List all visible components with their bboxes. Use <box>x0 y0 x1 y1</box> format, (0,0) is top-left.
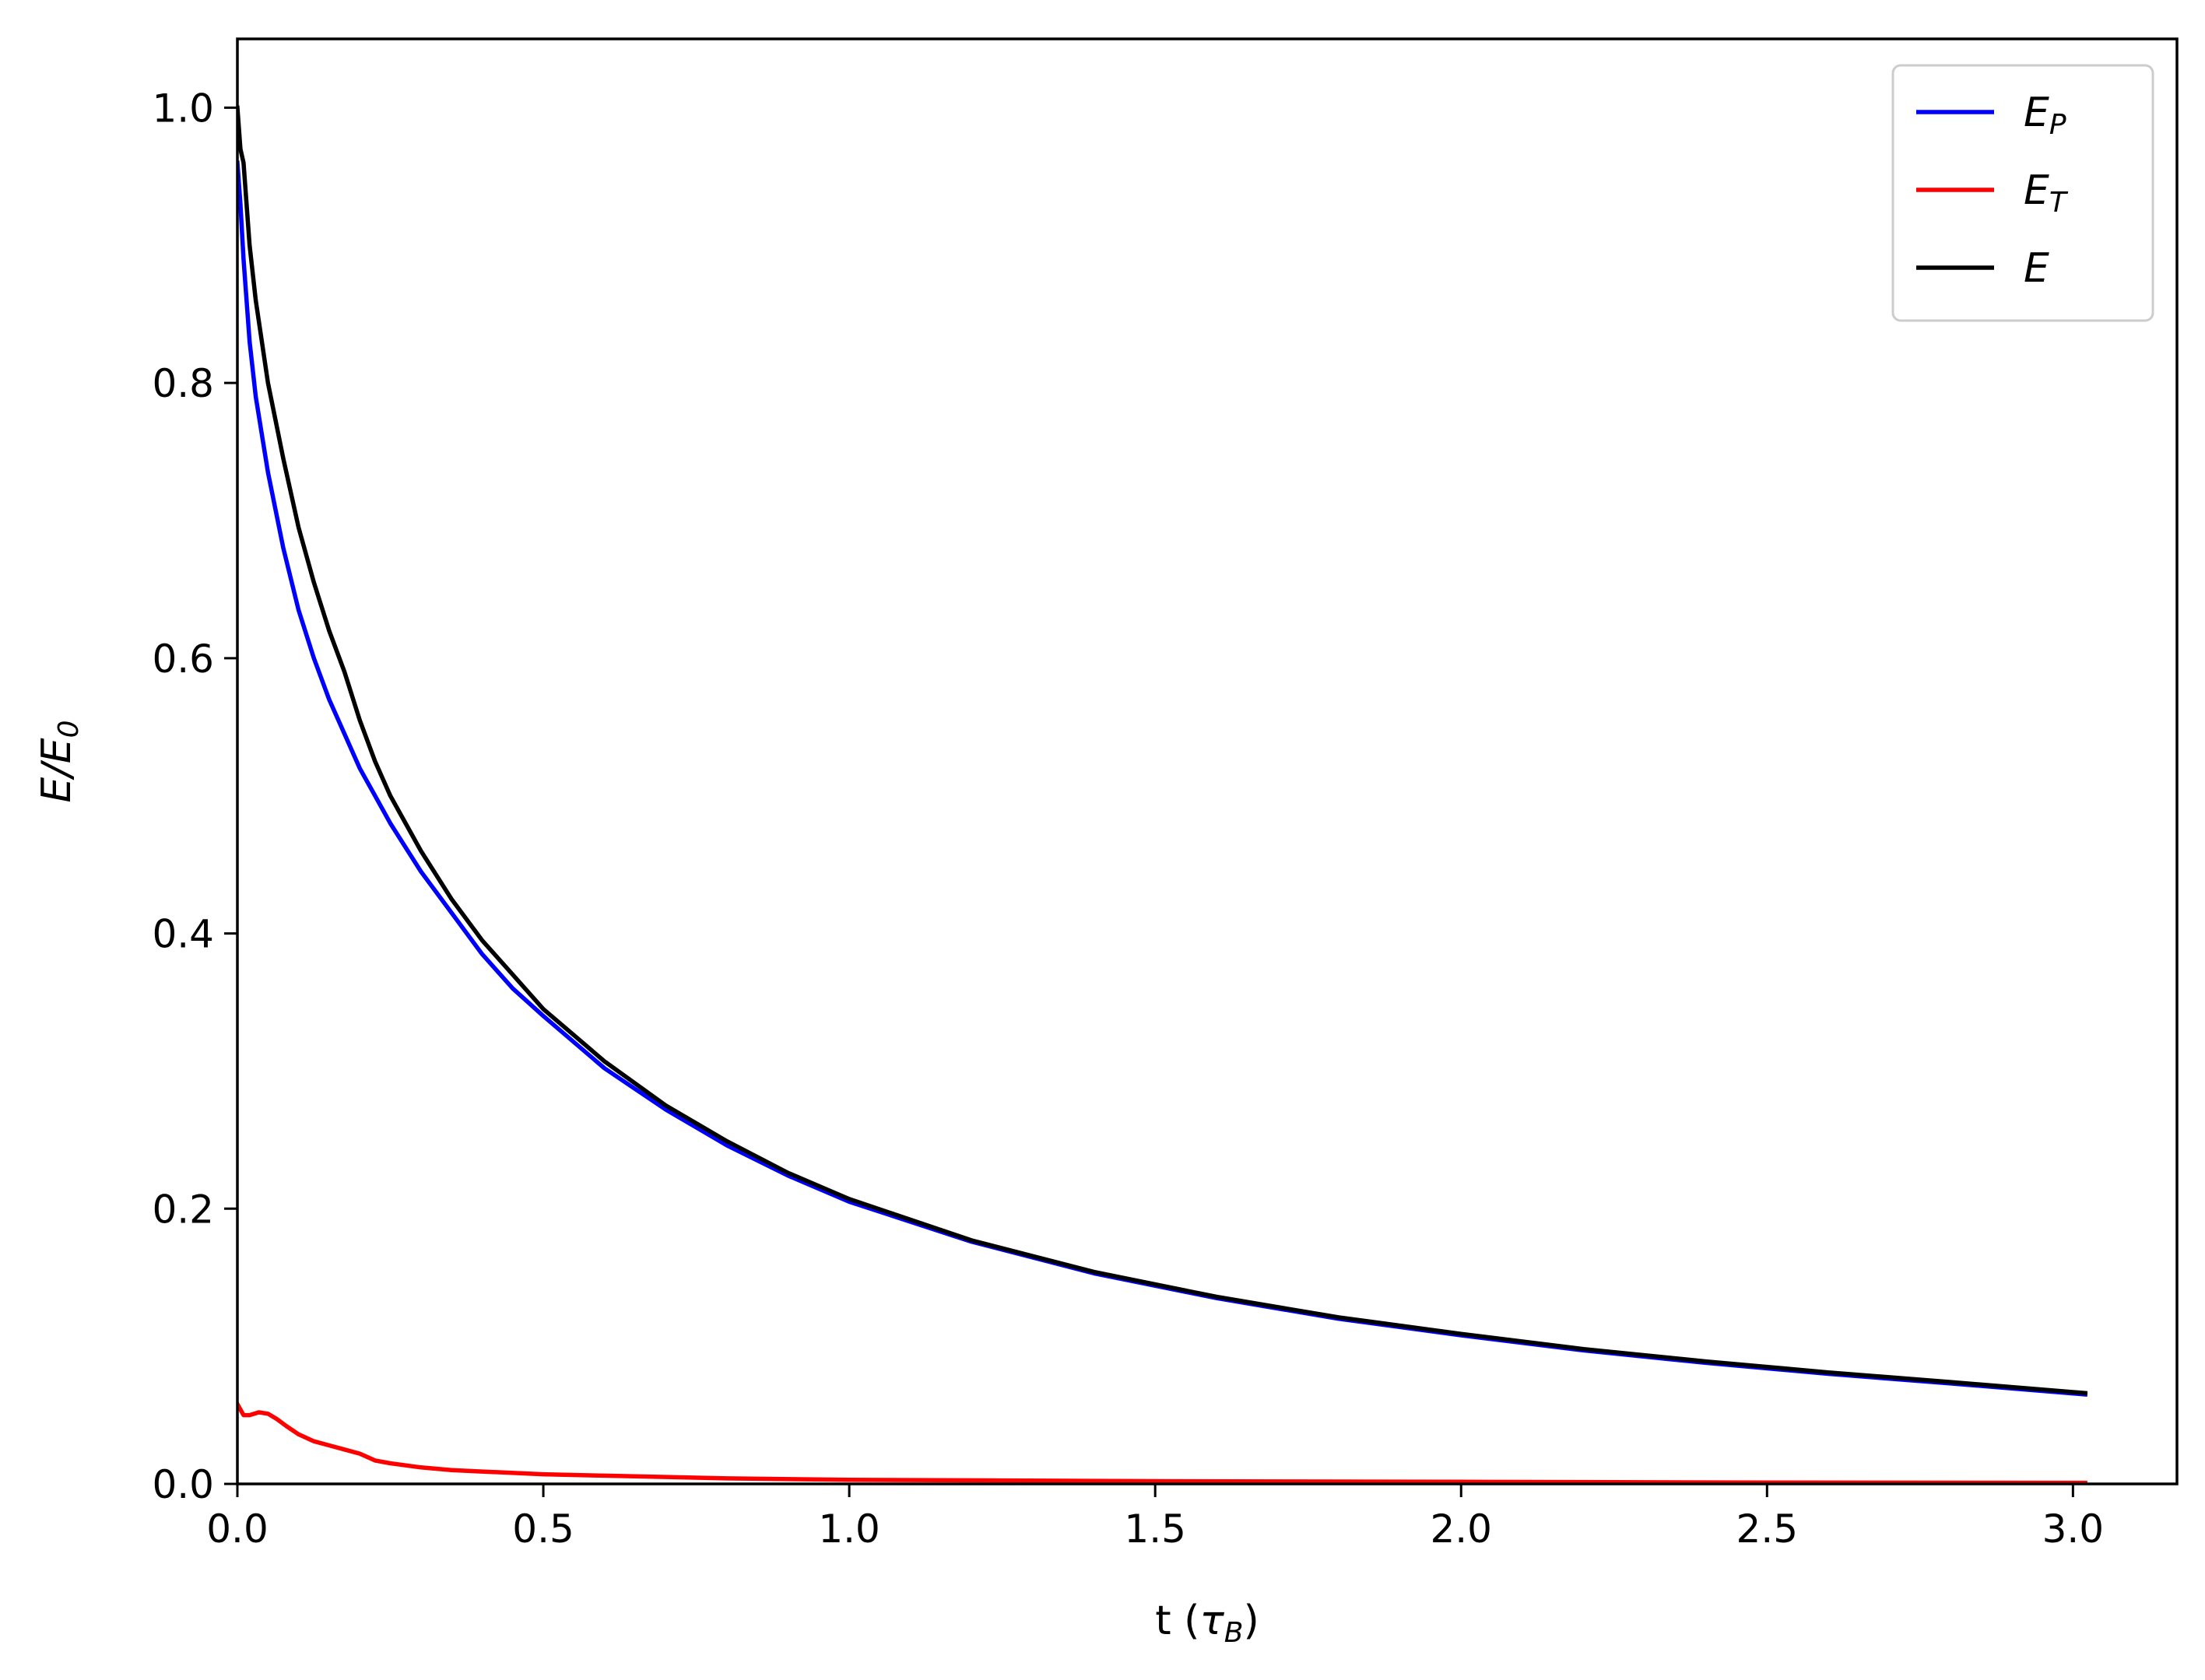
series-line-2 <box>237 105 2088 1396</box>
legend-items: EP ET E <box>1916 89 2069 292</box>
x-tick-label-2: 1.0 <box>818 1506 880 1552</box>
series-line-1 <box>237 1401 2087 1484</box>
x-tick-label-6: 3.0 <box>2042 1506 2105 1552</box>
y-tick-label-5: 1.0 <box>152 86 214 131</box>
y-tick-label-4: 0.8 <box>152 361 214 406</box>
series-layer <box>237 105 2088 1484</box>
x-tick-label-3: 1.5 <box>1124 1506 1186 1552</box>
legend-label-0: EP <box>2024 89 2066 141</box>
y-tick-label-2: 0.4 <box>152 912 214 957</box>
x-tick-label-4: 2.0 <box>1430 1506 1492 1552</box>
x-tick-label-5: 2.5 <box>1736 1506 1799 1552</box>
y-tick-label-1: 0.2 <box>152 1187 214 1232</box>
legend: EP ET E <box>1891 64 2154 322</box>
plot-frame <box>236 37 2179 1485</box>
legend-label-2: E <box>2024 245 2049 292</box>
legend-label-1: ET <box>2024 167 2069 219</box>
x-tick-label-0: 0.0 <box>206 1506 269 1552</box>
ticks-layer: 0.0 0.5 1.0 1.5 2.0 2.5 3.0 0.0 0.2 0.4 0.6 0.8 1.0 <box>152 86 2104 1552</box>
legend-box <box>1891 64 2154 322</box>
y-tick-label-3: 0.6 <box>152 637 214 682</box>
x-axis-label: t (τB) <box>1155 1598 1259 1649</box>
x-tick-label-1: 0.5 <box>512 1506 574 1552</box>
y-tick-label-0: 0.0 <box>152 1462 214 1507</box>
y-axis-label: E/E0 <box>33 720 85 802</box>
